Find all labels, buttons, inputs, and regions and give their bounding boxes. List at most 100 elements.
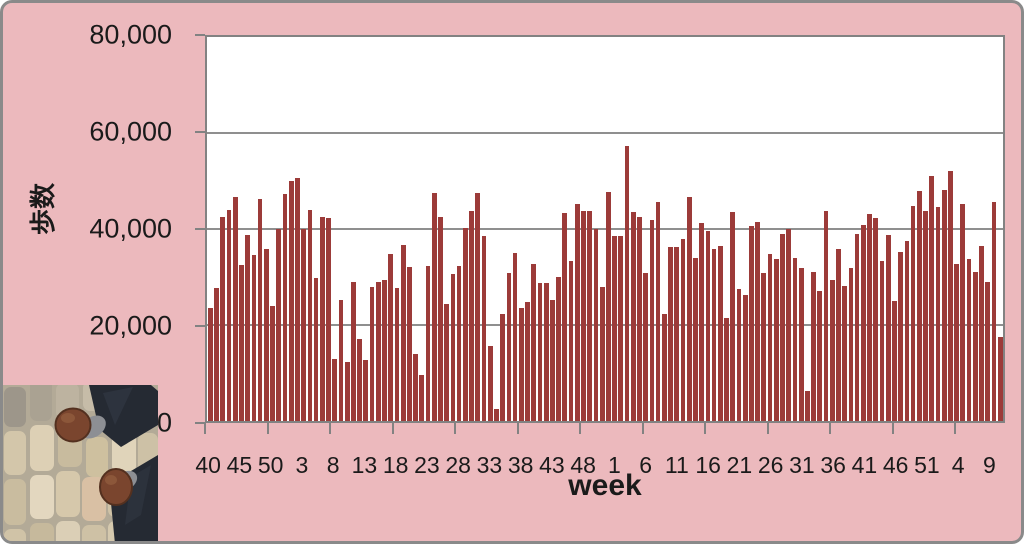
x-axis-label: 4 [951,452,965,478]
bar [407,266,412,421]
bar [263,248,269,421]
bar [413,353,418,421]
bar [661,314,667,421]
bar [239,265,244,421]
y-axis-label: 20,000 [89,310,172,341]
bar [792,257,798,421]
bar [363,359,369,421]
bar [301,228,306,421]
bar [711,248,717,421]
x-axis-label: 51 [914,452,940,478]
bar [332,359,338,421]
walking-feet-photo [3,385,158,541]
bar [438,217,443,421]
bar [295,177,300,421]
bar [232,196,238,421]
bar [226,210,232,421]
bar [494,409,499,421]
bar [674,247,680,421]
bar [208,308,213,421]
bar [643,273,649,421]
x-axis-label: 45 [226,452,253,478]
bar [506,273,512,421]
x-axis-label: 43 [539,452,565,478]
bar [954,263,959,421]
bar [873,218,879,421]
x-axis-label: 11 [664,452,689,478]
bar [637,216,642,421]
x-axis-label: 9 [982,452,996,478]
bar [630,211,636,421]
bar [450,274,456,421]
bar [805,391,810,421]
bar [531,263,537,421]
y-axis-tick [195,34,205,36]
bar [475,193,481,421]
bar [960,203,966,421]
bar [456,265,462,421]
bar [705,231,711,421]
bar [587,210,593,421]
bar [860,225,866,421]
bar [550,299,555,421]
x-axis-label: 28 [445,452,471,478]
x-axis-label: 48 [570,452,596,478]
bar [593,229,599,421]
bar [375,281,381,421]
x-axis-label: 26 [757,452,784,478]
bar [469,210,474,421]
x-axis-tick [516,423,519,434]
bar [680,238,686,421]
x-axis-label: 18 [382,452,409,478]
bar [985,281,991,421]
x-axis-title: week [568,469,642,502]
bar [972,272,978,421]
x-axis-tick [891,423,894,434]
bar [991,202,997,421]
bar [382,279,387,421]
bar [388,254,394,421]
bar [357,338,362,421]
bar [257,199,263,421]
bar [929,175,935,421]
bar [556,277,561,421]
bar [481,236,487,421]
bar [214,287,219,421]
bar [307,210,313,421]
bar [462,228,468,421]
x-axis-labels: 40 45 50 3 8 13 18 23 28 33 38 43 48 1 6 11 16 21 26 31 36 41… [195,452,1005,480]
bar [624,145,630,421]
bar [916,190,922,421]
bar [941,189,947,421]
bar [276,228,282,421]
bar [923,210,928,421]
y-axis-label: 80,000 [89,19,172,50]
bar [829,279,835,421]
bar [724,317,729,421]
bar [997,337,1003,421]
x-axis-label: 23 [414,452,440,478]
bar [338,300,344,421]
bar [282,193,288,421]
x-axis-tick [204,423,206,434]
x-axis-label: 38 [507,452,534,478]
gridline [207,228,1003,230]
bar [487,345,493,421]
bar [313,278,319,421]
x-axis-label: 13 [351,452,378,478]
bar [400,245,406,421]
bar [220,217,226,421]
x-axis-label: 36 [820,452,846,478]
bar [898,251,903,421]
bar [761,273,767,421]
gridline [207,324,1003,326]
bar [823,210,829,421]
bar [767,254,773,421]
bar [319,216,325,421]
bar [581,210,586,421]
bar [910,206,916,421]
x-axis-label: 8 [326,452,340,478]
x-axis-tick [829,423,831,434]
x-axis-label: 33 [476,452,503,478]
brown-shoes [54,407,133,506]
